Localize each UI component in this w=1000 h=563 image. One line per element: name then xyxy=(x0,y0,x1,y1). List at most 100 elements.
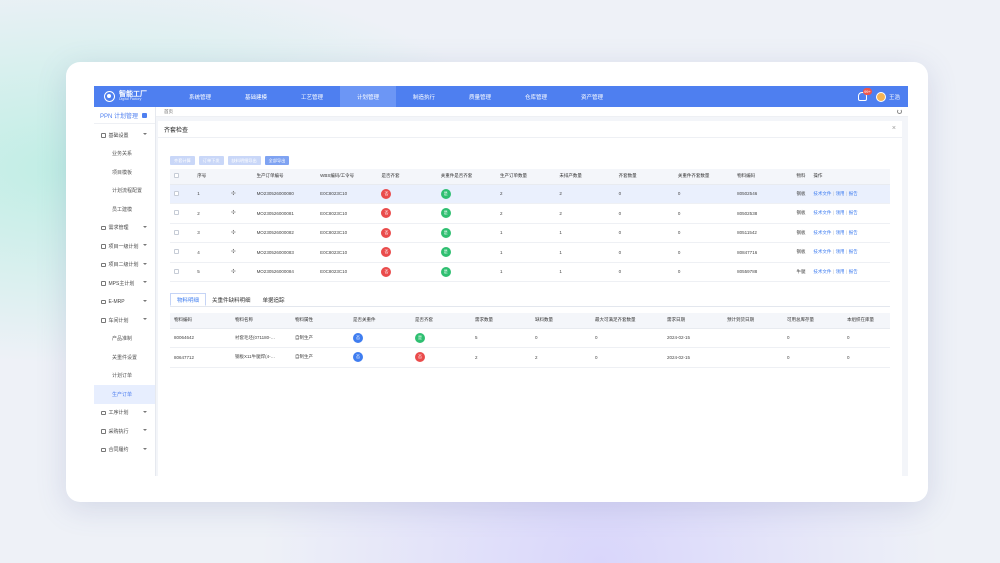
action-link[interactable]: 报告 xyxy=(848,190,858,196)
topnav-item[interactable]: 质量管理 xyxy=(468,94,491,101)
sidebar-item[interactable]: 关重件设置 xyxy=(94,348,155,367)
sidebar-item[interactable]: 计划订单 xyxy=(94,367,155,386)
sidebar-item[interactable]: 产品准制 xyxy=(94,330,155,349)
action-link[interactable]: 报告 xyxy=(848,268,858,274)
toolbar-button[interactable]: 缺料明细导出 xyxy=(227,156,261,165)
tab-item[interactable]: 单据追踪 xyxy=(262,297,285,304)
plan-icon xyxy=(101,244,106,249)
short-cell: 0 xyxy=(531,328,591,348)
table-row[interactable]: 5 ✣ MO230526000084 E0C8023C10 否是 1 1 0 0 80559788… xyxy=(170,262,890,282)
action-link[interactable]: 报告 xyxy=(848,249,858,255)
sidebar-item[interactable]: 车间计划 xyxy=(94,311,155,330)
avatar[interactable] xyxy=(875,91,886,102)
row-checkbox[interactable] xyxy=(174,268,179,274)
orders-table: 序号 生产订单编号 WBS编码/工令号 是否齐套 关重件是否齐套 生产订单数量 未排产数量齐… xyxy=(170,169,890,282)
move-icon[interactable]: ✣ xyxy=(231,229,236,236)
sidebar-item[interactable]: E-MRP xyxy=(94,293,155,312)
order-no-cell: MO230526000082 xyxy=(252,223,317,243)
chevron-down-icon xyxy=(143,262,147,265)
drag-cell: ✣ xyxy=(227,242,253,263)
sidebar-item[interactable]: 合同履约 xyxy=(94,441,155,460)
move-icon[interactable]: ✣ xyxy=(231,249,236,256)
row-checkbox[interactable] xyxy=(174,210,179,216)
topnav-item[interactable]: 制造执行 xyxy=(412,94,435,101)
toolbar-button[interactable]: 齐套计算 xyxy=(170,156,195,165)
bell-icon[interactable]: 99+ xyxy=(857,88,872,101)
tab-item[interactable]: 物料明细 xyxy=(170,293,207,306)
row-checkbox[interactable] xyxy=(174,249,179,255)
action-link[interactable]: 技术文件 xyxy=(813,210,832,216)
toolbar-button[interactable]: 全部导出 xyxy=(264,156,290,165)
action-link[interactable]: 报告 xyxy=(848,229,858,235)
unscheduled-cell: 1 xyxy=(555,262,615,282)
topnav-item[interactable]: 工艺管理 xyxy=(300,94,323,101)
sidebar-title: PPN 计划管理 xyxy=(100,113,139,120)
kit-cell: 否 xyxy=(377,262,437,282)
table-row[interactable]: 2 ✣ MO230526000081 E0C8023C10 否是 2 2 0 0 80502538… xyxy=(170,203,890,224)
action-link[interactable]: 技术文件 xyxy=(813,190,832,196)
key-kit-cell: 是 xyxy=(436,262,497,282)
brand-logo[interactable]: 智能工厂 Digital Factory xyxy=(94,90,170,102)
row-checkbox[interactable] xyxy=(174,190,179,196)
speaker-icon[interactable] xyxy=(142,112,148,118)
sidebar-item-label: 项目二级计划 xyxy=(108,262,139,269)
action-link[interactable]: 领用 xyxy=(835,268,845,274)
sidebar-item[interactable]: 需求管理 xyxy=(94,219,155,238)
action-link[interactable]: 技术文件 xyxy=(813,229,832,235)
sidebar-item[interactable]: 基础设置 xyxy=(94,126,155,145)
table-row[interactable]: 1 ✣ MO230526000080 E0C8023C10 否是 2 2 0 0 80502546… xyxy=(170,184,890,204)
short-cell: 2 xyxy=(531,347,591,368)
refresh-icon[interactable] xyxy=(897,109,902,114)
actions-cell: 技术文件 | 领用 | 报告 xyxy=(809,223,890,243)
action-link[interactable]: 领用 xyxy=(835,210,845,216)
row-checkbox[interactable] xyxy=(174,229,179,235)
top-menu: 系统管理 基础建模 工艺管理 计划管理 制造执行 质量管理 仓库管理 资产管理 xyxy=(172,86,620,107)
divider: | xyxy=(846,268,848,274)
action-link[interactable]: 领用 xyxy=(835,249,845,255)
action-link[interactable]: 领用 xyxy=(835,190,845,196)
topnav-item[interactable]: 系统管理 xyxy=(188,94,211,101)
sidebar-item[interactable]: 生产订单 xyxy=(94,385,155,404)
action-link[interactable]: 技术文件 xyxy=(813,268,832,274)
topnav-item[interactable]: 基础建模 xyxy=(244,94,267,101)
table-row[interactable]: 3 ✣ MO230526000082 E0C8023C10 否是 1 1 0 0 80511542… xyxy=(170,223,890,243)
row-checkbox-cell xyxy=(170,184,194,204)
sidebar-item[interactable]: 员工建模 xyxy=(94,200,155,219)
sidebar-item[interactable]: 业务关系 xyxy=(94,145,155,164)
move-icon[interactable]: ✣ xyxy=(231,190,236,197)
topnav-item[interactable]: 计划管理 xyxy=(340,86,396,107)
brand-name: 智能工厂 xyxy=(119,90,147,98)
detail-tabs: 物料明细 关重件缺料明细 单据追踪 xyxy=(170,293,890,307)
breadcrumb-home[interactable]: 首页 xyxy=(164,108,173,114)
sidebar-item[interactable]: 采购执行 xyxy=(94,422,155,441)
table-row[interactable]: 80647712 钢板X11牛腿焊(4-… 自制生产否否 2 2 0 2024-02-15 0… xyxy=(170,347,890,368)
attr-cell: 自制生产 xyxy=(291,347,349,368)
move-icon[interactable]: ✣ xyxy=(231,268,236,275)
sidebar-item[interactable]: 工序计划 xyxy=(94,404,155,423)
toolbar-button[interactable]: 订单下发 xyxy=(198,156,224,165)
sidebar-item-label: 基础设置 xyxy=(108,132,129,139)
select-all-checkbox[interactable] xyxy=(174,173,179,179)
topnav-item[interactable]: 仓库管理 xyxy=(524,94,547,101)
close-icon[interactable]: × xyxy=(891,125,896,132)
sidebar-item[interactable]: MPS主计划 xyxy=(94,274,155,293)
chevron-down-icon xyxy=(143,225,147,228)
move-icon[interactable]: ✣ xyxy=(231,210,236,217)
table-row[interactable]: 4 ✣ MO230526000083 E0C8023C10 否是 1 1 0 0 80847716… xyxy=(170,242,890,263)
materials-table-header: 物料编码 物料名称 物料属性 是否关重件 是否齐套 需求数量 缺料数量 最大可满足齐套数量 需求… xyxy=(170,313,890,329)
topnav-item[interactable]: 资产管理 xyxy=(580,94,603,101)
sidebar-item[interactable]: 项目一级计划 xyxy=(94,237,155,256)
sidebar-item[interactable]: 项目模板 xyxy=(94,163,155,182)
actions-cell: 技术文件 | 领用 | 报告 xyxy=(809,242,890,263)
user-name[interactable]: 王浩 xyxy=(888,94,900,101)
table-row[interactable]: 80064642 衬套毛坯(071180-… 自制生产否是 5 0 0 2024-02-15… xyxy=(170,328,890,348)
tab-item[interactable]: 关重件缺料明细 xyxy=(212,297,251,304)
actions-cell: 技术文件 | 领用 | 报告 xyxy=(809,184,890,204)
sidebar-item[interactable]: 计划流程配置 xyxy=(94,182,155,201)
action-link[interactable]: 领用 xyxy=(835,229,845,235)
key-kit-status-badge: 是 xyxy=(440,266,451,277)
action-link[interactable]: 报告 xyxy=(848,210,858,216)
action-link[interactable]: 技术文件 xyxy=(813,249,832,255)
sidebar-item[interactable]: 项目二级计划 xyxy=(94,256,155,275)
sidebar-item-label: 生产订单 xyxy=(112,391,133,398)
